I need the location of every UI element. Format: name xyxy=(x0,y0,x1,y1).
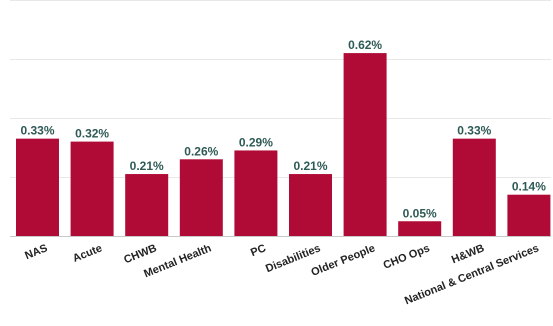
bar-3 xyxy=(179,159,223,236)
bar-0 xyxy=(16,138,59,236)
value-label-8: 0.33% xyxy=(457,124,491,138)
value-label-7: 0.05% xyxy=(403,206,437,220)
value-label-4: 0.29% xyxy=(239,135,273,149)
tick-label-4: PC xyxy=(249,242,268,259)
bar-5 xyxy=(289,174,332,236)
tick-label-0: NAS xyxy=(23,242,49,262)
value-label-3: 0.26% xyxy=(184,144,218,158)
bar-7 xyxy=(398,221,442,236)
value-label-9: 0.14% xyxy=(512,180,546,194)
bar-8 xyxy=(452,138,496,236)
tick-label-1: Acute xyxy=(71,242,104,265)
tick-label-7: CHO Ops xyxy=(382,242,432,271)
value-label-1: 0.32% xyxy=(75,127,109,141)
bar-9 xyxy=(507,194,551,236)
bars xyxy=(16,53,551,236)
value-labels: 0.33% 0.32% 0.21% 0.26% 0.29% 0.21% 0.62% 0.05%… xyxy=(20,38,546,220)
bar-1 xyxy=(70,141,114,236)
value-label-0: 0.33% xyxy=(20,124,54,138)
value-label-2: 0.21% xyxy=(130,159,164,173)
bar-2 xyxy=(125,174,169,236)
bar-6 xyxy=(343,53,387,236)
value-label-5: 0.21% xyxy=(293,159,327,173)
tick-label-8: H&WB xyxy=(450,242,486,266)
bar-4 xyxy=(234,150,278,236)
value-label-6: 0.62% xyxy=(348,38,382,52)
tick-label-2: CHWB xyxy=(122,242,158,266)
